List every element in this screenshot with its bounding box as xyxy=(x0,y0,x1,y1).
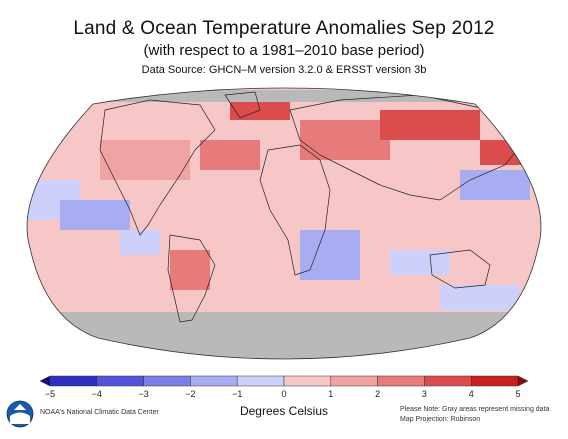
legend-swatch xyxy=(283,375,332,387)
legend-swatch xyxy=(143,375,191,387)
legend-tick-label: −4 xyxy=(92,389,102,399)
legend-tick-label: −3 xyxy=(138,389,148,399)
missing-data-note: Please Note: Gray areas represent missin… xyxy=(400,406,550,413)
legend-swatch xyxy=(377,375,425,387)
credit-text: NOAA's National Climatic Data Center xyxy=(40,409,159,416)
legend-tick-label: −5 xyxy=(45,389,55,399)
map-title: Land & Ocean Temperature Anomalies Sep 2… xyxy=(73,18,495,39)
legend-tick-label: 5 xyxy=(515,389,520,399)
legend-tick-label: −1 xyxy=(232,389,242,399)
legend-tick-label: 3 xyxy=(422,389,427,399)
legend-bars xyxy=(39,375,529,387)
legend-tick-label: 2 xyxy=(375,389,380,399)
legend-swatch xyxy=(49,375,98,387)
legend-units: Degrees Celsius xyxy=(239,404,329,418)
legend-tick-label: −2 xyxy=(185,389,195,399)
legend-tick-label: 1 xyxy=(328,389,333,399)
legend-swatch xyxy=(470,375,519,387)
projection-note: Map Projection: Robinson xyxy=(400,416,481,423)
map-subtitle: (with respect to a 1981–2010 base period… xyxy=(143,42,425,59)
legend-swatch xyxy=(330,375,378,387)
legend-tick-label: 4 xyxy=(469,389,474,399)
noaa-logo xyxy=(6,400,34,433)
anomaly-patches xyxy=(27,100,530,310)
legend-swatch xyxy=(96,375,144,387)
legend-swatch xyxy=(190,375,238,387)
data-source: Data Source: GHCN–M version 3.2.0 & ERSS… xyxy=(141,64,427,76)
globe-outline xyxy=(26,87,542,360)
legend-swatch xyxy=(424,375,472,387)
legend-tick-label: 0 xyxy=(281,389,286,399)
legend-ticks: −5 −4 −3 −2 −1 0 1 2 3 4 5 xyxy=(45,389,521,399)
legend-arrow-high xyxy=(517,375,529,387)
legend-swatch xyxy=(236,375,285,387)
legend-arrow-low xyxy=(39,375,51,387)
